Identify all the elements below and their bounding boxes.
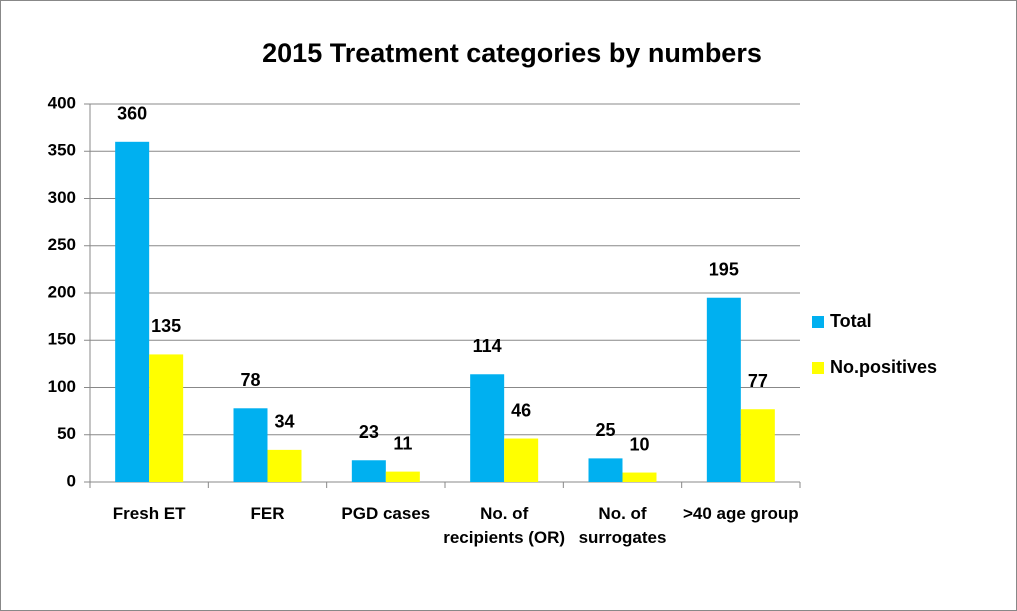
bar bbox=[622, 472, 657, 482]
bar bbox=[588, 458, 623, 482]
data-label: 114 bbox=[473, 336, 502, 356]
data-label: 195 bbox=[709, 259, 739, 279]
y-tick-label: 150 bbox=[48, 330, 76, 349]
legend-swatch bbox=[812, 316, 824, 328]
bar bbox=[115, 141, 150, 483]
x-tick-label: No. of surrogates bbox=[578, 504, 667, 547]
bar bbox=[267, 449, 302, 482]
data-label: 360 bbox=[117, 104, 147, 124]
legend-swatch bbox=[812, 362, 824, 374]
y-tick-label: 350 bbox=[48, 141, 76, 160]
x-tick-label-box: FER bbox=[250, 504, 285, 523]
y-tick-label: 250 bbox=[48, 235, 76, 254]
x-tick-label-box: No. of surrogates bbox=[578, 504, 667, 547]
bar bbox=[233, 408, 268, 482]
data-label: 34 bbox=[274, 412, 294, 432]
bar bbox=[149, 354, 184, 482]
legend-label: Total bbox=[830, 311, 872, 331]
chart-title: 2015 Treatment categories by numbers bbox=[262, 38, 762, 68]
data-label: 135 bbox=[151, 316, 181, 336]
bar bbox=[351, 460, 386, 482]
y-tick-label: 200 bbox=[48, 282, 76, 301]
data-label: 25 bbox=[595, 420, 615, 440]
x-tick-label-box: No. of recipients (OR) bbox=[443, 504, 566, 547]
bar bbox=[385, 471, 420, 482]
y-tick-label: 100 bbox=[48, 377, 76, 396]
data-label: 77 bbox=[748, 371, 768, 391]
bar bbox=[706, 297, 741, 482]
x-tick-label-box: >40 age group bbox=[682, 504, 799, 523]
y-tick-label: 50 bbox=[57, 424, 76, 443]
x-tick-label: FER bbox=[250, 504, 285, 523]
y-tick-label: 400 bbox=[48, 93, 76, 112]
y-tick-label: 300 bbox=[48, 188, 76, 207]
data-label: 46 bbox=[511, 400, 531, 420]
bar bbox=[504, 438, 539, 482]
legend-label: No.positives bbox=[830, 357, 937, 377]
x-tick-label-box: Fresh ET bbox=[112, 504, 186, 523]
y-tick-label: 0 bbox=[67, 471, 76, 490]
data-label: 78 bbox=[240, 370, 260, 390]
bar bbox=[470, 374, 505, 482]
x-tick-label: PGD cases bbox=[341, 504, 431, 523]
x-tick-label-box: PGD cases bbox=[341, 504, 431, 523]
data-label: 10 bbox=[629, 434, 649, 454]
data-label: 11 bbox=[393, 433, 412, 453]
x-tick-label: >40 age group bbox=[682, 504, 799, 523]
x-tick-label: Fresh ET bbox=[112, 504, 186, 523]
bar bbox=[740, 409, 775, 482]
data-label: 23 bbox=[359, 422, 379, 442]
x-tick-label: No. of recipients (OR) bbox=[443, 504, 566, 547]
